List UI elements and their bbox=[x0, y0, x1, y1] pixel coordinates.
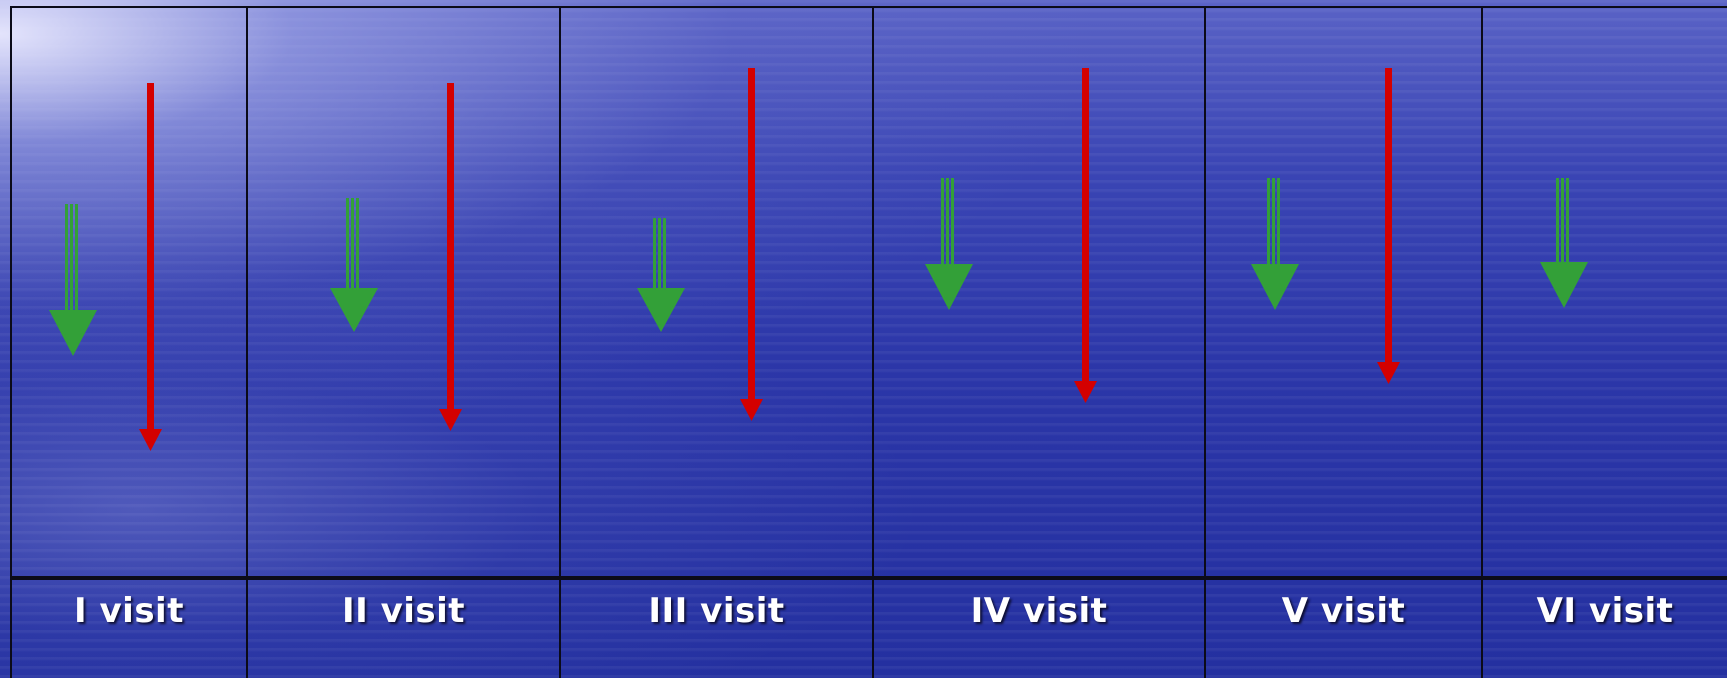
visit-label-5: V visit bbox=[1281, 591, 1406, 631]
panel-6 bbox=[1483, 8, 1727, 576]
panel-5 bbox=[1206, 8, 1481, 576]
grid-left-border bbox=[10, 6, 12, 678]
grid-column-divider bbox=[1204, 6, 1206, 678]
visit-label-4: IV visit bbox=[970, 591, 1108, 631]
red-arrow-icon bbox=[139, 83, 162, 451]
panel-4 bbox=[874, 8, 1204, 576]
red-arrow-icon bbox=[439, 83, 462, 431]
green-arrow-icon bbox=[49, 204, 97, 356]
green-arrow-icon bbox=[637, 218, 685, 332]
visit-label-6: VI visit bbox=[1536, 591, 1674, 631]
panel-2 bbox=[248, 8, 559, 576]
grid-column-divider bbox=[872, 6, 874, 678]
green-arrow-icon bbox=[1251, 178, 1299, 310]
grid-column-divider bbox=[559, 6, 561, 678]
visit-label-2: II visit bbox=[341, 591, 466, 631]
green-arrow-icon bbox=[1540, 178, 1588, 308]
red-arrow-icon bbox=[1074, 68, 1097, 403]
visit-label-3: III visit bbox=[648, 591, 785, 631]
red-arrow-icon bbox=[1377, 68, 1400, 384]
grid-row-divider bbox=[10, 576, 1727, 580]
green-arrow-icon bbox=[925, 178, 973, 310]
grid-column-divider bbox=[1481, 6, 1483, 678]
grid-top-border bbox=[10, 6, 1727, 8]
panel-3 bbox=[561, 8, 872, 576]
red-arrow-icon bbox=[740, 68, 763, 421]
panel-1 bbox=[12, 8, 246, 576]
green-arrow-icon bbox=[330, 198, 378, 332]
visit-label-1: I visit bbox=[74, 591, 184, 631]
grid-column-divider bbox=[246, 6, 248, 678]
